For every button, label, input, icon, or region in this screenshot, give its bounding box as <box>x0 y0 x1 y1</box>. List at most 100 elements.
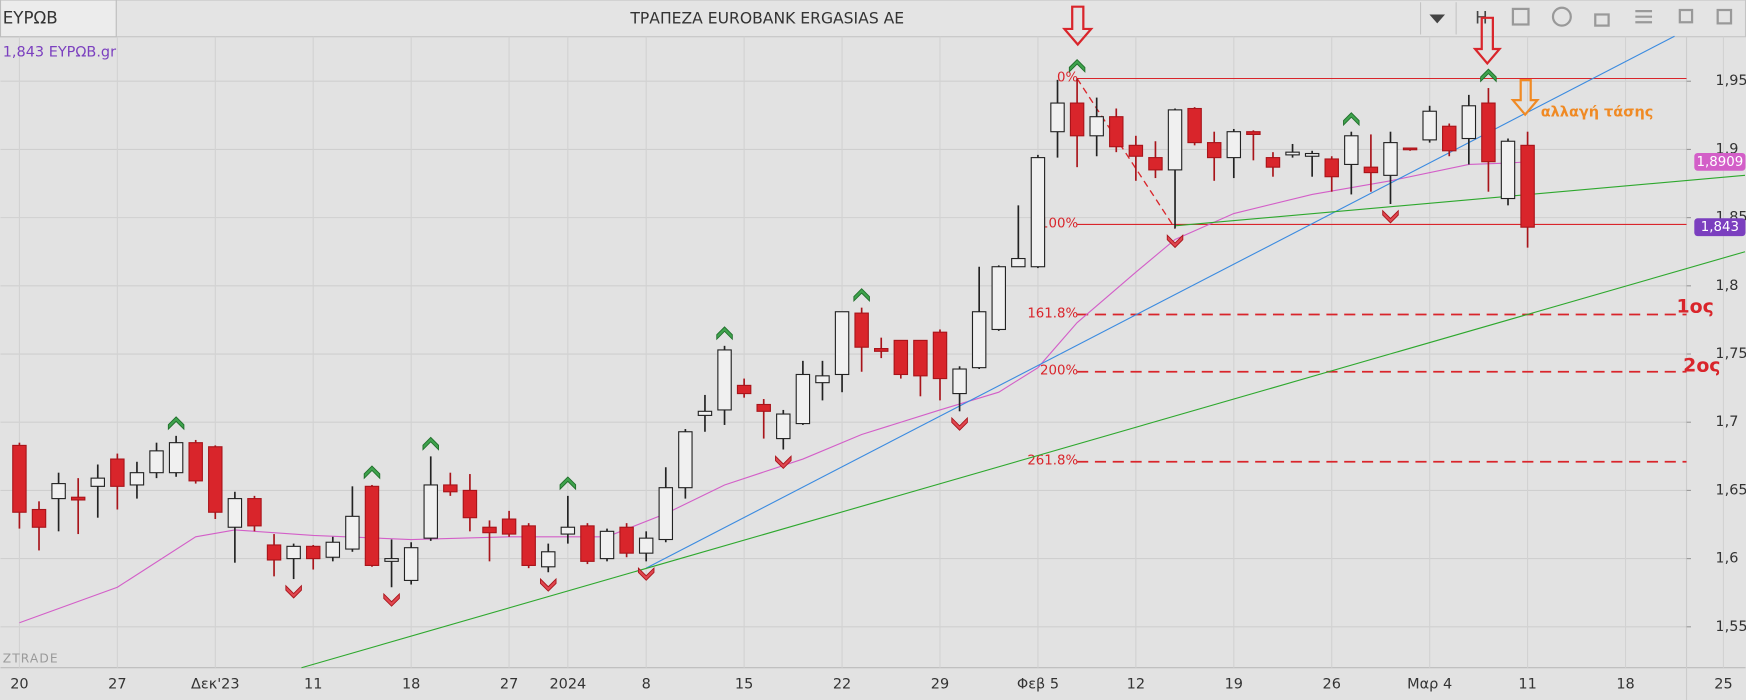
candle-body <box>1011 257 1026 268</box>
buy-signal <box>167 416 185 431</box>
buy-signal <box>363 465 381 480</box>
candle-body <box>423 484 438 539</box>
candle-body <box>795 373 811 425</box>
candle-body <box>501 518 517 535</box>
buy-signal <box>559 476 577 491</box>
candle-body <box>1383 142 1398 176</box>
buy-signal <box>853 288 870 303</box>
x-tick-label: 29 <box>931 676 949 692</box>
candle-body <box>286 545 301 560</box>
candle-body <box>913 339 928 377</box>
symbol: ΕΥΡΩΒ <box>3 8 58 27</box>
buy-signal <box>716 326 733 341</box>
icon[interactable] <box>1678 8 1694 24</box>
candle-body <box>227 498 243 528</box>
candle-body <box>129 472 145 486</box>
icon[interactable] <box>1511 7 1530 26</box>
candle-body <box>815 375 830 384</box>
price-tag-label: 1,8909 <box>1697 155 1744 170</box>
candle-body <box>325 541 341 558</box>
x-tick-label: 20 <box>10 676 28 692</box>
candle-body <box>384 558 399 562</box>
buy-signal <box>1343 112 1360 127</box>
candle-body <box>1265 157 1281 168</box>
candle-body <box>1285 151 1300 156</box>
dropdown[interactable] <box>1429 14 1446 24</box>
candle-body <box>834 311 850 376</box>
symbol-box[interactable] <box>0 0 117 38</box>
x-tick-label: Φεβ 5 <box>1017 676 1059 692</box>
candle-body <box>580 525 595 562</box>
candle-body <box>1069 102 1085 137</box>
candle-body <box>619 526 634 554</box>
candle-body <box>110 458 125 487</box>
candle-body <box>1050 102 1065 133</box>
candle-body <box>1520 144 1535 228</box>
candle-body <box>638 537 654 554</box>
candle-body <box>443 484 458 493</box>
title-bar <box>0 0 1746 38</box>
swing-line <box>1076 78 1176 229</box>
candle-body <box>1461 105 1477 140</box>
x-tick-label: 11 <box>304 676 322 692</box>
sell-signal <box>1166 234 1184 249</box>
candle-body <box>345 515 360 550</box>
price-tag <box>1694 152 1746 171</box>
y-tick-label: 1,8 <box>1715 278 1738 294</box>
candle-body <box>70 496 86 501</box>
candle-body <box>403 547 419 581</box>
x-tick-label: 8 <box>642 676 651 692</box>
trend-line <box>645 35 1675 569</box>
price-tag-label: 1,843 <box>1701 220 1739 235</box>
candle-body <box>971 311 987 369</box>
moving-average <box>19 161 1528 624</box>
candle-body <box>1089 116 1104 137</box>
candle-body <box>717 349 732 411</box>
arrow <box>1510 79 1540 117</box>
candle-body <box>482 526 497 534</box>
y-tick-label: 1,7 <box>1715 414 1738 430</box>
y-tick-label: 1,65 <box>1715 482 1746 498</box>
price-tags: 1,8909 1,843 <box>1694 152 1746 237</box>
sell-signal <box>775 455 792 470</box>
annotation: 2ος <box>1683 355 1720 377</box>
x-tick-label: 22 <box>833 676 851 692</box>
x-tick-label: 19 <box>1225 676 1243 692</box>
sell-signal <box>637 566 655 581</box>
candle-body <box>952 368 967 395</box>
candle-body <box>678 431 693 489</box>
fib-label: 200% <box>1040 364 1078 379</box>
fib-label: 100% <box>1040 216 1078 231</box>
y-tick-label: 1,95 <box>1715 73 1746 89</box>
icon[interactable] <box>1594 13 1610 27</box>
sell-signal <box>540 577 557 592</box>
candle-body <box>364 485 380 566</box>
candle-body <box>1030 157 1046 268</box>
candle-body <box>658 487 674 541</box>
annotation: αλλαγή τάσης <box>1541 104 1654 120</box>
candle-body <box>1442 125 1457 152</box>
fib-label: 261.8% <box>1027 454 1078 469</box>
icon[interactable] <box>1635 10 1653 24</box>
buy-signal <box>1068 58 1086 73</box>
plot: 0% 100% 161.8% 200% 261.8% <box>12 35 1746 669</box>
candle-body <box>188 442 203 482</box>
candle-body <box>560 526 576 535</box>
candle-body <box>1246 131 1261 135</box>
x-tick-label: 18 <box>402 676 420 692</box>
candle-body <box>1187 107 1202 144</box>
x-tick-label: 12 <box>1127 676 1145 692</box>
x-tick-label: 27 <box>108 676 126 692</box>
candle-body <box>266 544 282 561</box>
icon[interactable] <box>1716 8 1733 25</box>
candle-body <box>1206 142 1222 159</box>
x-tick-label: 11 <box>1518 676 1536 692</box>
candle-body <box>1363 166 1379 174</box>
x-tick-label: Δεκ'23 <box>191 676 240 692</box>
x-tick-label: Μαρ 4 <box>1407 676 1452 692</box>
candle-body <box>697 410 713 416</box>
candle-body <box>1324 158 1339 178</box>
candle-body <box>1304 152 1320 157</box>
icon[interactable] <box>1551 6 1572 27</box>
